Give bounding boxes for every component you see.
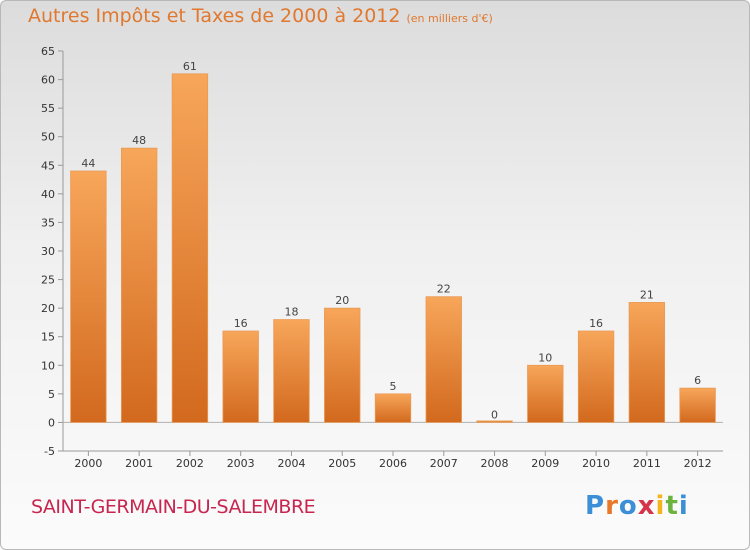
value-label-2002: 61 [183, 60, 197, 73]
x-tick-label-2011: 2011 [633, 457, 661, 470]
x-tick-label-2012: 2012 [684, 457, 712, 470]
y-tick-label: -5 [44, 445, 55, 458]
bar-2004 [273, 319, 310, 423]
logo-letter: i [655, 491, 666, 521]
y-tick-label: 20 [41, 302, 55, 315]
x-tick-label-2001: 2001 [125, 457, 153, 470]
y-tick-label: 55 [41, 102, 55, 115]
bar-2000 [70, 170, 107, 423]
proxiti-logo: Proxiti [585, 491, 689, 521]
y-tick-label: 5 [48, 388, 55, 401]
y-tick-label: 45 [41, 159, 55, 172]
y-tick-label: 30 [41, 245, 55, 258]
bar-2009 [527, 364, 564, 423]
x-tick-label-2000: 2000 [74, 457, 102, 470]
y-tick-label: 50 [41, 131, 55, 144]
y-tick-label: 10 [41, 359, 55, 372]
y-tick-label: 0 [48, 416, 55, 429]
x-tick-label-2002: 2002 [176, 457, 204, 470]
x-tick-label-2003: 2003 [227, 457, 255, 470]
chart-subtitle: (en milliers d'€) [406, 12, 493, 25]
value-label-2001: 48 [132, 134, 146, 147]
x-tick-label-2010: 2010 [582, 457, 610, 470]
logo-letter: i [678, 491, 689, 521]
x-tick-label-2004: 2004 [277, 457, 305, 470]
x-tick-label-2008: 2008 [481, 457, 509, 470]
bar-2010 [577, 330, 615, 423]
value-label-2012: 6 [694, 374, 701, 387]
value-label-2000: 44 [81, 157, 95, 170]
bar-2012 [679, 387, 716, 423]
chart-title-text: Autres Impôts et Taxes de 2000 à 2012 [28, 5, 401, 27]
logo-letter: x [637, 491, 656, 521]
logo-letter: t [665, 491, 679, 521]
y-tick-label: 35 [41, 216, 55, 229]
bar-2007 [425, 296, 462, 423]
value-label-2003: 16 [234, 317, 248, 330]
y-tick-label: 25 [41, 274, 55, 287]
bar-2005 [324, 307, 361, 423]
x-tick-label-2007: 2007 [430, 457, 458, 470]
y-tick-label: 40 [41, 188, 55, 201]
x-tick-label-2009: 2009 [531, 457, 559, 470]
value-label-2008: 0 [491, 408, 498, 421]
bar-2011 [628, 302, 666, 423]
value-label-2005: 20 [335, 294, 349, 307]
y-tick-label: 65 [41, 45, 55, 58]
y-tick-label: 60 [41, 74, 55, 87]
value-label-2007: 22 [437, 283, 451, 296]
value-label-2006: 5 [390, 380, 397, 393]
logo-letter: r [605, 491, 619, 521]
bar-2008 [476, 420, 513, 423]
logo-letter: o [618, 491, 638, 521]
bar-2002 [171, 73, 209, 423]
bar-2001 [120, 147, 158, 423]
value-label-2004: 18 [284, 306, 298, 319]
chart-title: Autres Impôts et Taxes de 2000 à 2012 (en… [28, 5, 493, 27]
value-label-2010: 16 [589, 317, 603, 330]
x-tick-label-2006: 2006 [379, 457, 407, 470]
logo-letter: P [585, 491, 606, 521]
y-tick-label: 15 [41, 331, 55, 344]
x-tick-label-2005: 2005 [328, 457, 356, 470]
bar-2003 [222, 330, 259, 423]
bar-2006 [374, 393, 412, 423]
bars [70, 73, 716, 423]
value-label-2009: 10 [538, 351, 552, 364]
data-labels: 44 48 61 16 18 20 5 22 0 10 16 21 6 [81, 60, 701, 422]
value-label-2011: 21 [640, 288, 654, 301]
commune-name: SAINT-GERMAIN-DU-SALEMBRE [31, 496, 316, 518]
